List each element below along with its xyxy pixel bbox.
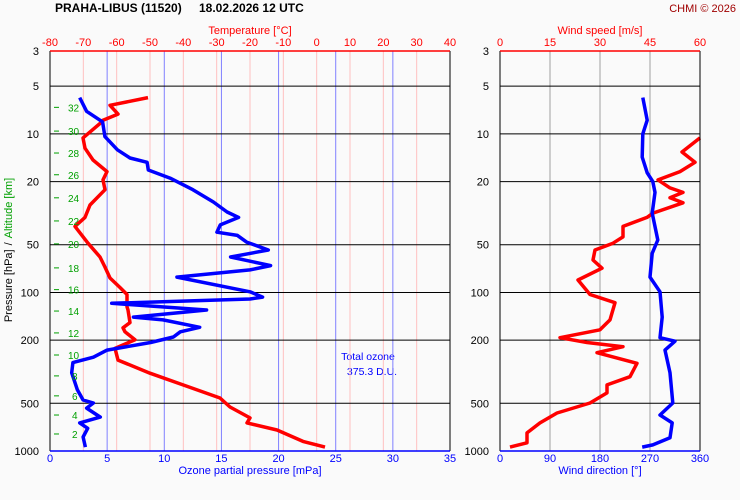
- pressure-tick-label: 100: [21, 287, 39, 299]
- wind-speed-tick-label: 45: [644, 37, 656, 49]
- wind-speed-tick-label: 60: [694, 37, 706, 49]
- ozone-profile-line: [69, 96, 273, 448]
- altitude-tick-label: 30: [68, 127, 80, 138]
- wind-direction-tick-label: 270: [641, 453, 659, 465]
- ozone-tick-label: 5: [104, 453, 110, 465]
- pressure-tick-label: 1000: [15, 446, 39, 458]
- wind-direction-axis-title: Wind direction [°]: [558, 465, 641, 477]
- altitude-tick-label: 22: [68, 217, 80, 228]
- altitude-tick-label: 2: [72, 430, 78, 441]
- altitude-tick-label: 26: [68, 171, 80, 182]
- altitude-tick-label: 20: [68, 240, 80, 251]
- pressure-tick-label: 20: [27, 177, 39, 189]
- wind-speed-tick-label: 0: [497, 37, 503, 49]
- temperature-tick-label: 40: [444, 37, 456, 49]
- altitude-tick-label: 18: [68, 264, 80, 275]
- temperature-tick-label: -60: [109, 37, 125, 49]
- temperature-axis-title: Temperature [°C]: [208, 25, 291, 37]
- altitude-tick-label: 14: [68, 307, 80, 318]
- wind-speed-tick-label: 30: [594, 37, 606, 49]
- pressure-tick-label: 3: [483, 46, 489, 58]
- temperature-tick-label: -30: [209, 37, 225, 49]
- ozone-tick-label: 25: [330, 453, 342, 465]
- temperature-profile-line: [73, 95, 326, 449]
- temperature-tick-label: 20: [377, 37, 389, 49]
- altitude-tick-label: 4: [72, 411, 78, 422]
- pressure-tick-label: 100: [471, 287, 489, 299]
- temperature-tick-label: -40: [175, 37, 191, 49]
- wind-speed-axis-title: Wind speed [m/s]: [558, 25, 643, 37]
- altitude-tick-label: 24: [68, 194, 80, 205]
- ozone-axis-title: Ozone partial pressure [mPa]: [178, 465, 321, 477]
- pressure-tick-label: 200: [21, 335, 39, 347]
- pressure-tick-label: 50: [477, 240, 489, 252]
- wind-direction-profile-line: [640, 97, 677, 449]
- sounding-datetime: 18.02.2026 12 UTC: [199, 1, 304, 15]
- ozone-tick-label: 20: [272, 453, 284, 465]
- temperature-tick-label: -10: [275, 37, 291, 49]
- total-ozone-value: 375.3 D.U.: [347, 366, 397, 378]
- altitude-tick-label: 32: [68, 103, 80, 114]
- y-axis-title: Pressure [hPa] / Altitude [km]: [3, 178, 15, 322]
- pressure-tick-label: 1000: [465, 446, 489, 458]
- ozone-tick-label: 0: [47, 453, 53, 465]
- wind-speed-profile-line: [509, 136, 702, 449]
- wind-direction-tick-label: 360: [691, 453, 709, 465]
- pressure-tick-label: 3: [33, 46, 39, 58]
- altitude-tick-label: 12: [68, 329, 80, 340]
- wind-direction-tick-label: 180: [591, 453, 609, 465]
- pressure-tick-label: 50: [27, 240, 39, 252]
- pressure-axis-title: Pressure [hPa]: [3, 249, 15, 322]
- pressure-tick-label: 500: [21, 398, 39, 410]
- copyright: CHMI © 2026: [669, 3, 736, 15]
- pressure-tick-label: 200: [471, 335, 489, 347]
- temperature-tick-label: -50: [142, 37, 158, 49]
- altitude-tick-label: 10: [68, 351, 80, 362]
- altitude-tick-label: 8: [72, 372, 78, 383]
- temperature-tick-label: 0: [314, 37, 320, 49]
- pressure-tick-label: 500: [471, 398, 489, 410]
- altitude-tick-label: 6: [72, 392, 78, 403]
- altitude-axis-title: Altitude [km]: [3, 178, 15, 239]
- axis-title-separator: /: [3, 241, 15, 245]
- temperature-tick-label: 10: [344, 37, 356, 49]
- total-ozone-label: Total ozone: [341, 351, 395, 363]
- temperature-tick-label: 30: [411, 37, 423, 49]
- pressure-tick-label: 10: [27, 129, 39, 141]
- pressure-tick-label: 20: [477, 177, 489, 189]
- temperature-tick-label: -20: [242, 37, 258, 49]
- station-title: PRAHA-LIBUS (11520): [55, 1, 182, 15]
- ozone-tick-label: 30: [387, 453, 399, 465]
- altitude-tick-label: 16: [68, 286, 80, 297]
- pressure-tick-label: 5: [33, 81, 39, 93]
- ozone-tick-label: 15: [215, 453, 227, 465]
- ozone-tick-label: 35: [444, 453, 456, 465]
- wind-speed-tick-label: 15: [544, 37, 556, 49]
- ozone-tick-label: 10: [158, 453, 170, 465]
- altitude-tick-label: 28: [68, 149, 80, 160]
- wind-direction-tick-label: 90: [544, 453, 556, 465]
- pressure-tick-label: 10: [477, 129, 489, 141]
- wind-direction-tick-label: 0: [497, 453, 503, 465]
- temperature-tick-label: -80: [42, 37, 58, 49]
- pressure-tick-label: 5: [483, 81, 489, 93]
- temperature-tick-label: -70: [75, 37, 91, 49]
